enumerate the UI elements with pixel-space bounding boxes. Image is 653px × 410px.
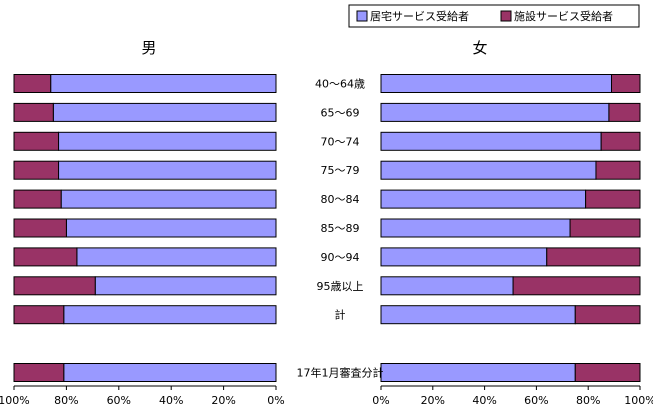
x-tick-label: 60% xyxy=(107,394,131,407)
bar-facility xyxy=(13,276,96,296)
bar-facility xyxy=(13,74,52,93)
category-label: 75～79 xyxy=(321,164,360,177)
category-label: 17年1月審査分計 xyxy=(297,366,384,380)
bar-home xyxy=(380,131,602,151)
bar-facility xyxy=(569,218,641,238)
x-tick-label: 100% xyxy=(624,394,653,407)
x-tick-label: 80% xyxy=(54,394,78,407)
category-label: 95歳以上 xyxy=(317,280,364,293)
bar-facility xyxy=(13,218,67,238)
legend-swatch-home xyxy=(356,10,368,22)
category-label: 85～89 xyxy=(321,222,360,235)
panel-title-male: 男 xyxy=(141,39,156,57)
bar-facility xyxy=(574,305,641,325)
bar-home xyxy=(380,74,613,93)
x-tick-label: 40% xyxy=(472,394,496,407)
bar-facility xyxy=(546,247,641,267)
bar-facility xyxy=(600,131,641,151)
x-tick-label: 80% xyxy=(576,394,600,407)
legend-label-facility: 施設サービス受給者 xyxy=(514,9,613,23)
bar-facility xyxy=(574,363,641,382)
bar-home xyxy=(76,247,277,267)
bar-home xyxy=(380,363,576,382)
bar-facility xyxy=(13,247,78,267)
bar-facility xyxy=(13,189,62,209)
bar-home xyxy=(58,160,277,180)
panel-title-female: 女 xyxy=(472,39,487,57)
category-label: 40～64歳 xyxy=(315,78,365,91)
bar-facility xyxy=(13,160,60,180)
bar-facility xyxy=(585,189,641,209)
category-label: 65～69 xyxy=(321,106,360,119)
bar-home xyxy=(63,305,277,325)
x-tick-label: 0% xyxy=(267,394,284,407)
bar-facility xyxy=(13,305,65,325)
bar-facility xyxy=(595,160,641,180)
x-tick-label: 20% xyxy=(211,394,235,407)
bar-facility xyxy=(608,102,641,122)
bar-home xyxy=(380,218,571,238)
bar-home xyxy=(380,160,597,180)
legend-label-home: 居宅サービス受給者 xyxy=(370,9,469,23)
bar-home xyxy=(380,102,610,122)
bar-home xyxy=(94,276,277,296)
bar-home xyxy=(380,247,548,267)
bar-home xyxy=(63,363,277,382)
bar-home xyxy=(380,276,514,296)
x-tick-label: 20% xyxy=(421,394,445,407)
legend: 居宅サービス受給者 施設サービス受給者 xyxy=(348,4,640,28)
bar-facility xyxy=(13,131,60,151)
category-label: 70～74 xyxy=(321,135,360,148)
category-label: 90～94 xyxy=(321,251,360,264)
bar-home xyxy=(58,131,277,151)
bar-facility xyxy=(13,363,65,382)
bar-home xyxy=(50,74,277,93)
bar-home xyxy=(60,189,277,209)
x-tick-label: 40% xyxy=(159,394,183,407)
bar-home xyxy=(52,102,277,122)
bar-facility xyxy=(512,276,641,296)
category-label: 計 xyxy=(335,308,346,322)
bar-facility xyxy=(13,102,54,122)
legend-box xyxy=(348,4,640,28)
x-tick-label: 60% xyxy=(524,394,548,407)
legend-swatch-facility xyxy=(500,10,512,22)
bar-home xyxy=(65,218,277,238)
bar-facility xyxy=(611,74,641,93)
x-tick-label: 0% xyxy=(372,394,389,407)
category-label: 80～84 xyxy=(321,193,360,206)
bar-home xyxy=(380,189,587,209)
x-tick-label: 100% xyxy=(0,394,30,407)
bar-home xyxy=(380,305,576,325)
